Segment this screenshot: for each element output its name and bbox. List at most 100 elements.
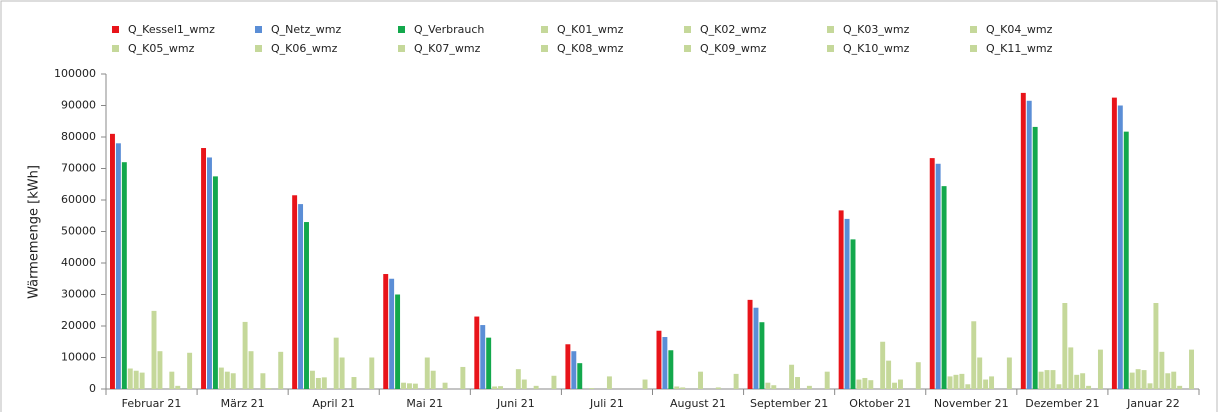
x-tick-label: Dezember 21 — [1025, 397, 1099, 410]
legend-swatch — [398, 45, 405, 52]
bar — [1074, 374, 1080, 389]
bar — [971, 321, 977, 389]
bar — [1097, 349, 1103, 389]
bar — [1050, 370, 1056, 389]
bar — [824, 371, 830, 389]
bar — [941, 186, 947, 389]
bar — [771, 385, 777, 389]
bar — [1135, 369, 1141, 389]
bar — [515, 369, 521, 389]
bar — [412, 383, 418, 389]
bar — [260, 373, 266, 389]
bar — [1006, 357, 1012, 389]
bar — [115, 143, 121, 389]
y-tick-label: 0 — [89, 382, 96, 395]
bar — [207, 157, 212, 389]
bar — [321, 377, 327, 389]
bar — [1062, 303, 1068, 389]
bar — [929, 158, 935, 389]
bar — [242, 321, 248, 389]
bar — [1068, 347, 1074, 389]
bar — [765, 382, 771, 389]
bar — [806, 385, 812, 389]
bar — [571, 351, 577, 389]
bar — [850, 239, 856, 389]
bar — [383, 274, 389, 389]
bar — [187, 352, 193, 389]
bar — [1020, 92, 1026, 390]
bar — [989, 376, 995, 389]
bar — [424, 357, 430, 389]
bar — [789, 364, 795, 389]
bar — [1171, 371, 1177, 389]
legend-label: Q_K04_wmz — [986, 23, 1053, 36]
bar — [127, 368, 133, 389]
bar — [1026, 100, 1032, 390]
bar — [606, 376, 612, 389]
bar — [892, 382, 898, 389]
y-tick-label: 50000 — [61, 225, 96, 238]
legend-label: Q_Netz_wmz — [271, 23, 341, 36]
bar — [292, 195, 298, 389]
bar — [747, 299, 753, 389]
bar — [915, 362, 921, 389]
legend-swatch — [541, 26, 548, 33]
bar — [953, 374, 959, 389]
x-tick-label: November 21 — [934, 397, 1009, 410]
legend-label: Q_K07_wmz — [414, 42, 481, 55]
legend-label: Q_K02_wmz — [700, 23, 767, 36]
bar — [715, 387, 721, 389]
bar — [1080, 373, 1086, 389]
bar — [121, 162, 127, 389]
y-axis-label: Wärmemenge [kWh] — [27, 165, 42, 299]
legend-swatch — [827, 26, 834, 33]
bar — [1038, 371, 1044, 389]
bar — [959, 373, 965, 389]
bar — [369, 357, 375, 389]
bar — [880, 341, 886, 389]
y-tick-label: 90000 — [61, 99, 96, 112]
bar — [1177, 385, 1183, 389]
bar — [486, 337, 492, 389]
bar — [480, 325, 486, 389]
x-tick-label: April 21 — [312, 397, 355, 410]
x-tick-label: September 21 — [750, 397, 828, 410]
bar — [656, 330, 662, 389]
bar — [1123, 131, 1129, 389]
legend-label: Q_K01_wmz — [557, 23, 624, 36]
bar — [886, 360, 892, 389]
bar — [139, 372, 145, 389]
legend-label: Q_K05_wmz — [128, 42, 195, 55]
bar — [759, 322, 765, 389]
legend-swatch — [970, 45, 977, 52]
y-tick-label: 100000 — [54, 67, 96, 80]
bar — [983, 379, 989, 389]
bar — [406, 383, 412, 389]
bar — [533, 385, 539, 389]
bar — [589, 388, 595, 389]
bar — [1111, 97, 1117, 389]
bar — [565, 344, 571, 389]
y-tick-label: 60000 — [61, 193, 96, 206]
legend-label: Q_K09_wmz — [700, 42, 767, 55]
bar — [856, 379, 862, 389]
bar — [977, 357, 983, 389]
x-tick-label: August 21 — [670, 397, 726, 410]
bar — [551, 375, 557, 389]
x-tick-label: Februar 21 — [122, 397, 182, 410]
legend-label: Q_Verbrauch — [414, 23, 484, 36]
bar — [395, 294, 401, 389]
bar — [965, 384, 971, 389]
bar — [474, 316, 480, 389]
bar — [151, 310, 157, 389]
bar — [175, 385, 181, 389]
bar — [460, 366, 466, 389]
legend-swatch — [827, 45, 834, 52]
bar — [862, 377, 868, 389]
legend-label: Q_K03_wmz — [843, 23, 910, 36]
legend-swatch — [684, 26, 691, 33]
bar — [1159, 351, 1165, 389]
bar — [442, 382, 448, 389]
bar — [1117, 105, 1123, 389]
legend-swatch — [255, 45, 262, 52]
